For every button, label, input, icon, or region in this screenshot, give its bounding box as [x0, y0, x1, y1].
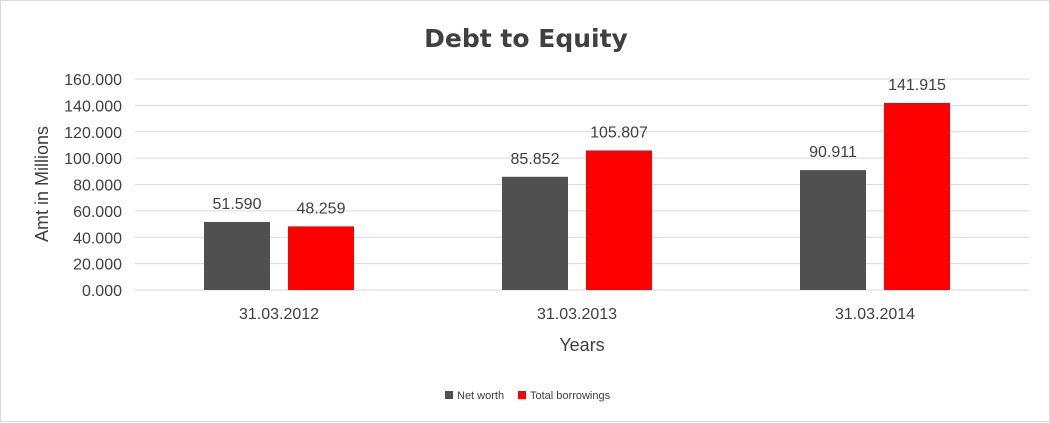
data-label: 90.911 — [809, 144, 857, 161]
data-labels: 51.590 48.259 85.852 105.807 90.911 141.915 — [213, 77, 946, 218]
legend-swatch — [445, 391, 453, 399]
gridlines — [135, 78, 1029, 291]
y-tick-label: 140.000 — [64, 98, 122, 115]
data-label: 105.807 — [590, 124, 648, 141]
bar-total-borrowings — [586, 150, 652, 290]
bar-net-worth — [204, 221, 270, 290]
legend-label: Total borrowings — [530, 390, 611, 402]
data-label: 85.852 — [511, 151, 560, 168]
legend: Net worth Total borrowings — [445, 390, 611, 402]
x-tick-label: 31.03.2012 — [239, 306, 319, 323]
bars — [204, 102, 950, 290]
x-axis-ticks: 31.03.2012 31.03.2013 31.03.2014 — [239, 306, 915, 323]
y-tick-label: 40.000 — [73, 230, 122, 247]
bar-total-borrowings — [884, 102, 950, 290]
chart-title: Debt to Equity — [424, 24, 628, 53]
data-label: 51.590 — [213, 196, 262, 213]
data-label: 48.259 — [297, 200, 346, 217]
x-tick-label: 31.03.2014 — [835, 306, 915, 323]
y-tick-label: 60.000 — [73, 204, 122, 221]
bar-net-worth — [502, 176, 568, 290]
y-tick-label: 20.000 — [73, 257, 122, 274]
y-axis-title: Amt in Millions — [32, 126, 52, 242]
y-tick-label: 80.000 — [73, 178, 122, 195]
y-tick-label: 0.000 — [82, 283, 122, 300]
y-tick-label: 160.000 — [64, 72, 122, 89]
x-tick-label: 31.03.2013 — [537, 306, 617, 323]
bar-total-borrowings — [288, 226, 354, 290]
y-tick-label: 100.000 — [64, 151, 122, 168]
y-tick-label: 120.000 — [64, 125, 122, 142]
legend-swatch — [518, 391, 526, 399]
y-axis-ticks: 0.000 20.000 40.000 60.000 80.000 100.000 120.… — [64, 72, 122, 300]
legend-label: Net worth — [457, 390, 504, 402]
data-label: 141.915 — [888, 77, 946, 94]
x-axis-title: Years — [559, 335, 604, 355]
bar-net-worth — [800, 170, 866, 290]
